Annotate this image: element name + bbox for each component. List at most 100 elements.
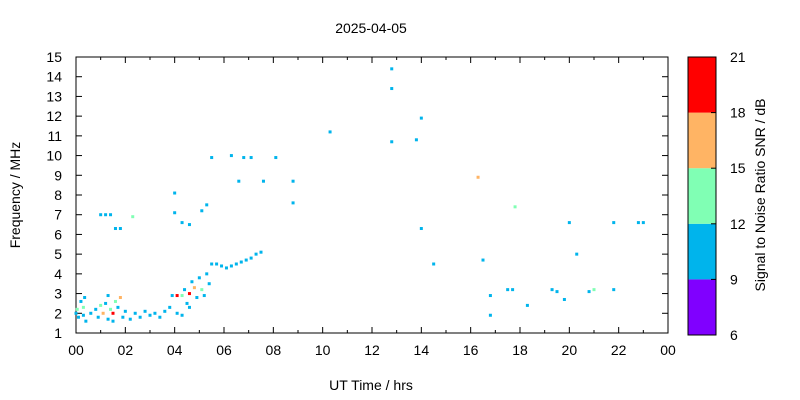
data-point	[143, 309, 147, 313]
data-point	[612, 288, 616, 292]
x-tick-label: 06	[216, 342, 232, 358]
y-tick-label: 11	[47, 128, 62, 144]
data-point	[641, 221, 645, 225]
data-point	[234, 262, 238, 266]
data-point	[153, 311, 157, 315]
data-point	[229, 264, 233, 268]
y-tick-label: 2	[54, 305, 62, 321]
data-point	[109, 307, 113, 311]
data-point	[328, 130, 332, 134]
data-point	[215, 262, 219, 266]
data-point	[101, 311, 105, 315]
data-point	[210, 156, 214, 160]
data-point	[180, 294, 184, 298]
data-point	[180, 221, 184, 225]
data-point	[210, 262, 214, 266]
colorbar-band	[688, 168, 716, 224]
data-point	[274, 156, 278, 160]
data-point	[488, 313, 492, 317]
y-tick-label: 5	[54, 246, 62, 262]
data-point	[229, 154, 233, 158]
data-point	[242, 156, 246, 160]
data-point	[481, 258, 485, 262]
data-point	[99, 213, 103, 217]
data-point	[83, 296, 87, 300]
data-point	[587, 290, 591, 294]
data-point	[488, 294, 492, 298]
y-tick-label: 12	[46, 108, 62, 124]
data-point	[76, 315, 80, 319]
colorbar-label: Signal to Noise Ratio SNR / dB	[752, 99, 768, 292]
data-point	[390, 67, 394, 71]
data-point	[104, 213, 108, 217]
y-tick-label: 7	[54, 207, 62, 223]
data-point	[187, 292, 191, 296]
data-point	[513, 205, 517, 209]
data-point	[111, 311, 115, 315]
data-point	[261, 179, 265, 183]
data-point	[224, 266, 228, 270]
colorbar-tick-label: 21	[730, 49, 746, 65]
colorbar-tick-label: 6	[730, 327, 738, 343]
x-tick-label: 10	[315, 342, 331, 358]
data-point	[205, 203, 209, 207]
x-tick-label: 22	[611, 342, 627, 358]
data-point	[244, 258, 248, 262]
data-point	[612, 221, 616, 225]
x-tick-label: 16	[463, 342, 479, 358]
x-tick-label: 12	[364, 342, 380, 358]
data-point	[118, 227, 122, 231]
data-point	[79, 299, 83, 303]
x-tick-label: 18	[512, 342, 528, 358]
data-point	[104, 301, 108, 305]
data-point	[96, 315, 100, 319]
colorbar-band	[688, 112, 716, 169]
data-point	[205, 272, 209, 276]
y-tick-label: 9	[54, 167, 62, 183]
data-point	[187, 305, 191, 309]
data-point	[200, 288, 204, 292]
data-point	[291, 179, 295, 183]
data-point	[173, 191, 177, 195]
data-point	[476, 175, 480, 179]
data-point	[567, 221, 571, 225]
data-point	[163, 309, 167, 313]
x-axis-label: UT Time / hrs	[329, 377, 413, 393]
data-point	[133, 311, 137, 315]
data-point	[106, 317, 110, 321]
data-point	[81, 313, 85, 317]
data-point	[99, 303, 103, 307]
y-tick-label: 3	[54, 286, 62, 302]
colorbar-tick-label: 15	[730, 160, 746, 176]
y-tick-label: 15	[46, 49, 62, 65]
data-point	[237, 179, 241, 183]
data-point	[131, 215, 135, 219]
data-point	[106, 294, 110, 298]
data-point	[562, 297, 566, 301]
data-point	[506, 288, 510, 292]
data-point	[175, 294, 179, 298]
data-point	[550, 288, 554, 292]
y-tick-label: 4	[54, 266, 62, 282]
y-tick-label: 13	[46, 88, 62, 104]
data-point	[525, 303, 529, 307]
data-point	[419, 116, 423, 120]
data-point	[123, 309, 127, 313]
data-point	[187, 223, 191, 227]
data-point	[121, 315, 125, 319]
data-point	[220, 264, 224, 268]
data-point	[259, 250, 263, 254]
data-point	[239, 260, 243, 264]
data-point	[575, 252, 579, 256]
data-point	[170, 294, 174, 298]
y-axis-label: Frequency / MHz	[7, 142, 23, 249]
colorbar-tick-label: 18	[730, 105, 746, 121]
x-tick-label: 14	[414, 342, 430, 358]
data-point	[94, 307, 98, 311]
data-point	[118, 296, 122, 300]
colorbar-tick-label: 12	[730, 216, 746, 232]
colorbar-band	[688, 279, 716, 335]
data-point	[249, 156, 253, 160]
y-tick-label: 6	[54, 226, 62, 242]
